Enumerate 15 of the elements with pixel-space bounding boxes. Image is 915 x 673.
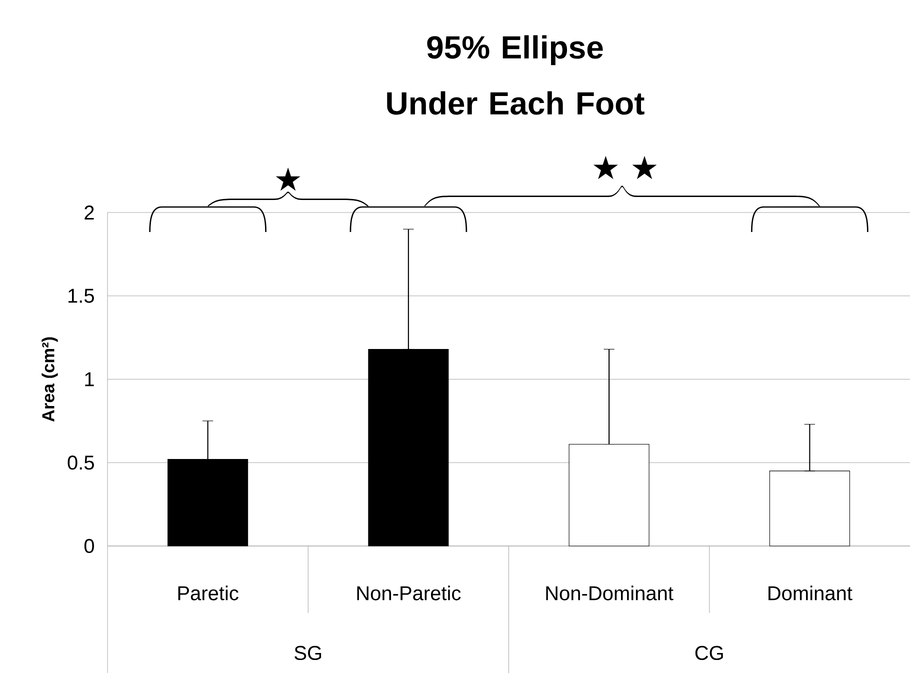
y-tick-label: 0 <box>84 538 94 554</box>
y-tick-label: 1 <box>85 372 94 386</box>
text: SG <box>294 646 322 660</box>
text: ★ ★ <box>593 156 657 180</box>
chart-title: 95% Ellipse Under Each Foot <box>387 35 644 115</box>
text: ★ <box>276 168 300 191</box>
x-tick-label: Non-Dominant <box>546 586 674 600</box>
x-tick-label: Dominant <box>768 586 852 600</box>
y-axis-title: Area (cm²) <box>42 337 58 422</box>
x-tick-label: Paretic <box>178 586 238 600</box>
y-tick-label: 1.5 <box>68 288 94 303</box>
x-tick-label: Non-Paretic <box>357 586 461 600</box>
y-tick-label: 2 <box>84 206 94 220</box>
y-tick-label: 0.5 <box>68 456 94 470</box>
text: CG <box>695 646 723 660</box>
